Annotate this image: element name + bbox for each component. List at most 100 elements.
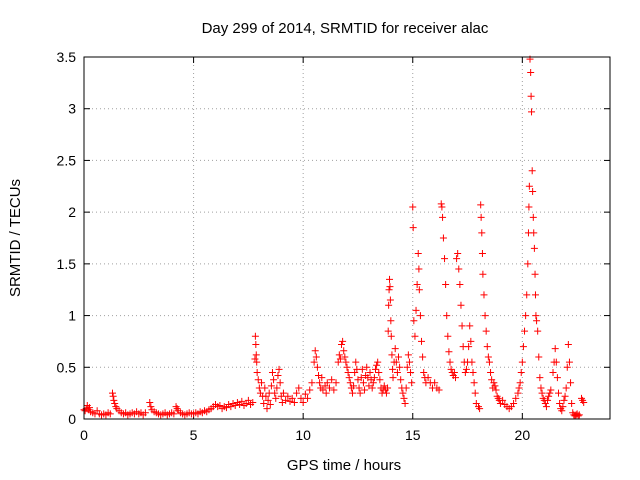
data-point xyxy=(340,347,347,354)
data-point xyxy=(415,266,422,273)
data-point xyxy=(525,203,532,210)
data-point xyxy=(550,369,557,376)
data-point xyxy=(388,351,395,358)
x-tick-label: 5 xyxy=(190,427,198,443)
data-point xyxy=(528,93,535,100)
data-point xyxy=(454,250,461,257)
data-point xyxy=(526,183,533,190)
data-point xyxy=(402,400,409,407)
data-point xyxy=(477,201,484,208)
data-point xyxy=(344,364,351,371)
data-point xyxy=(560,397,567,404)
data-point xyxy=(147,403,154,410)
data-point xyxy=(399,390,406,397)
data-point xyxy=(539,390,546,397)
data-point xyxy=(531,245,538,252)
data-point xyxy=(410,317,417,324)
x-tick-label: 10 xyxy=(295,427,311,443)
data-point xyxy=(457,302,464,309)
data-point xyxy=(443,312,450,319)
data-point xyxy=(552,345,559,352)
data-point xyxy=(533,317,540,324)
data-point-layer xyxy=(81,56,588,420)
data-point xyxy=(373,362,380,369)
data-point xyxy=(420,369,427,376)
data-point xyxy=(523,291,530,298)
y-tick-label: 2.5 xyxy=(57,152,77,168)
data-point xyxy=(486,359,493,366)
data-point xyxy=(516,384,523,391)
data-point xyxy=(554,374,561,381)
data-point xyxy=(520,343,527,350)
data-point xyxy=(386,283,393,290)
data-point xyxy=(439,214,446,221)
x-tick-label: 15 xyxy=(405,427,421,443)
data-point xyxy=(110,393,117,400)
data-point xyxy=(447,359,454,366)
data-point xyxy=(537,384,544,391)
tick-layer: 0 0.5 1 1.5 2 2.5 3 3.5 0 5 10 15 20 xyxy=(57,49,610,443)
data-point xyxy=(254,369,261,376)
data-point xyxy=(270,376,277,383)
y-tick-label: 0.5 xyxy=(57,359,77,375)
data-point xyxy=(252,333,259,340)
y-tick-label: 1 xyxy=(68,308,76,324)
data-point xyxy=(252,341,259,348)
data-point xyxy=(251,356,258,363)
data-point xyxy=(555,390,562,397)
y-tick-label: 3.5 xyxy=(57,49,77,65)
data-point xyxy=(388,333,395,340)
data-point xyxy=(484,343,491,350)
data-point xyxy=(277,379,284,386)
data-point xyxy=(462,369,469,376)
data-point xyxy=(534,328,541,335)
srmtid-scatter-chart: Day 299 of 2014, SRMTID for receiver ala… xyxy=(0,0,640,480)
data-point xyxy=(386,286,393,293)
data-point xyxy=(349,390,356,397)
data-point xyxy=(346,374,353,381)
data-point xyxy=(438,203,445,210)
data-point xyxy=(387,297,394,304)
data-point xyxy=(347,379,354,386)
data-point xyxy=(417,312,424,319)
data-point xyxy=(543,403,550,410)
data-point xyxy=(529,188,536,195)
data-point xyxy=(389,366,396,373)
data-point xyxy=(556,400,563,407)
data-point xyxy=(524,260,531,267)
data-point xyxy=(397,376,404,383)
y-tick-label: 0 xyxy=(68,411,76,427)
data-point xyxy=(405,351,412,358)
data-point xyxy=(485,353,492,360)
data-point xyxy=(342,359,349,366)
data-point xyxy=(522,312,529,319)
data-point xyxy=(386,276,393,283)
data-point xyxy=(146,399,153,406)
data-point xyxy=(255,376,262,383)
data-point xyxy=(419,353,426,360)
data-point xyxy=(385,328,392,335)
data-point xyxy=(480,291,487,298)
y-tick-label: 2 xyxy=(68,204,76,220)
data-point xyxy=(530,229,537,236)
data-point xyxy=(392,345,399,352)
data-point xyxy=(403,384,410,391)
data-point xyxy=(438,200,445,207)
data-point xyxy=(374,359,381,366)
x-axis-label: GPS time / hours xyxy=(287,457,401,474)
data-point xyxy=(407,369,414,376)
data-point xyxy=(408,379,415,386)
data-point xyxy=(339,338,346,345)
data-point xyxy=(328,376,335,383)
data-point xyxy=(306,387,313,394)
data-point xyxy=(415,250,422,257)
data-point xyxy=(308,379,315,386)
data-point xyxy=(338,341,345,348)
data-point xyxy=(527,69,534,76)
data-point xyxy=(441,255,448,262)
data-point xyxy=(387,317,394,324)
y-tick-label: 3 xyxy=(68,101,76,117)
data-point xyxy=(312,347,319,354)
data-point xyxy=(483,328,490,335)
data-point xyxy=(261,384,268,391)
